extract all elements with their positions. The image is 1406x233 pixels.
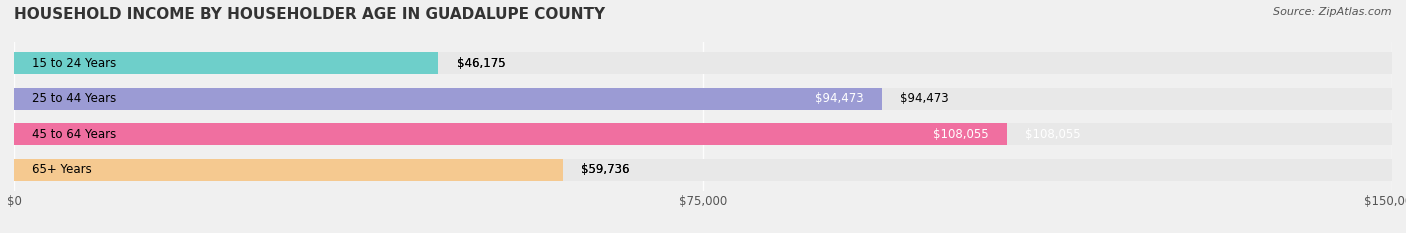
Text: $59,736: $59,736 [581, 163, 630, 176]
Text: $46,175: $46,175 [457, 57, 505, 70]
Text: $108,055: $108,055 [932, 128, 988, 141]
Bar [14, 52, 439, 74]
Bar [14, 123, 1007, 145]
Text: $46,175: $46,175 [457, 57, 505, 70]
Text: $108,055: $108,055 [1025, 128, 1081, 141]
Text: 45 to 64 Years: 45 to 64 Years [32, 128, 117, 141]
Text: $94,473: $94,473 [815, 92, 863, 105]
Bar [14, 123, 1392, 145]
Text: $59,736: $59,736 [581, 163, 630, 176]
Text: 65+ Years: 65+ Years [32, 163, 93, 176]
Text: 15 to 24 Years: 15 to 24 Years [32, 57, 117, 70]
Text: Source: ZipAtlas.com: Source: ZipAtlas.com [1274, 7, 1392, 17]
Bar [14, 88, 882, 110]
Text: $94,473: $94,473 [900, 92, 949, 105]
Text: 25 to 44 Years: 25 to 44 Years [32, 92, 117, 105]
Bar [14, 159, 562, 181]
Bar [14, 88, 1392, 110]
Text: HOUSEHOLD INCOME BY HOUSEHOLDER AGE IN GUADALUPE COUNTY: HOUSEHOLD INCOME BY HOUSEHOLDER AGE IN G… [14, 7, 605, 22]
Bar [14, 159, 1392, 181]
Bar [14, 52, 1392, 74]
